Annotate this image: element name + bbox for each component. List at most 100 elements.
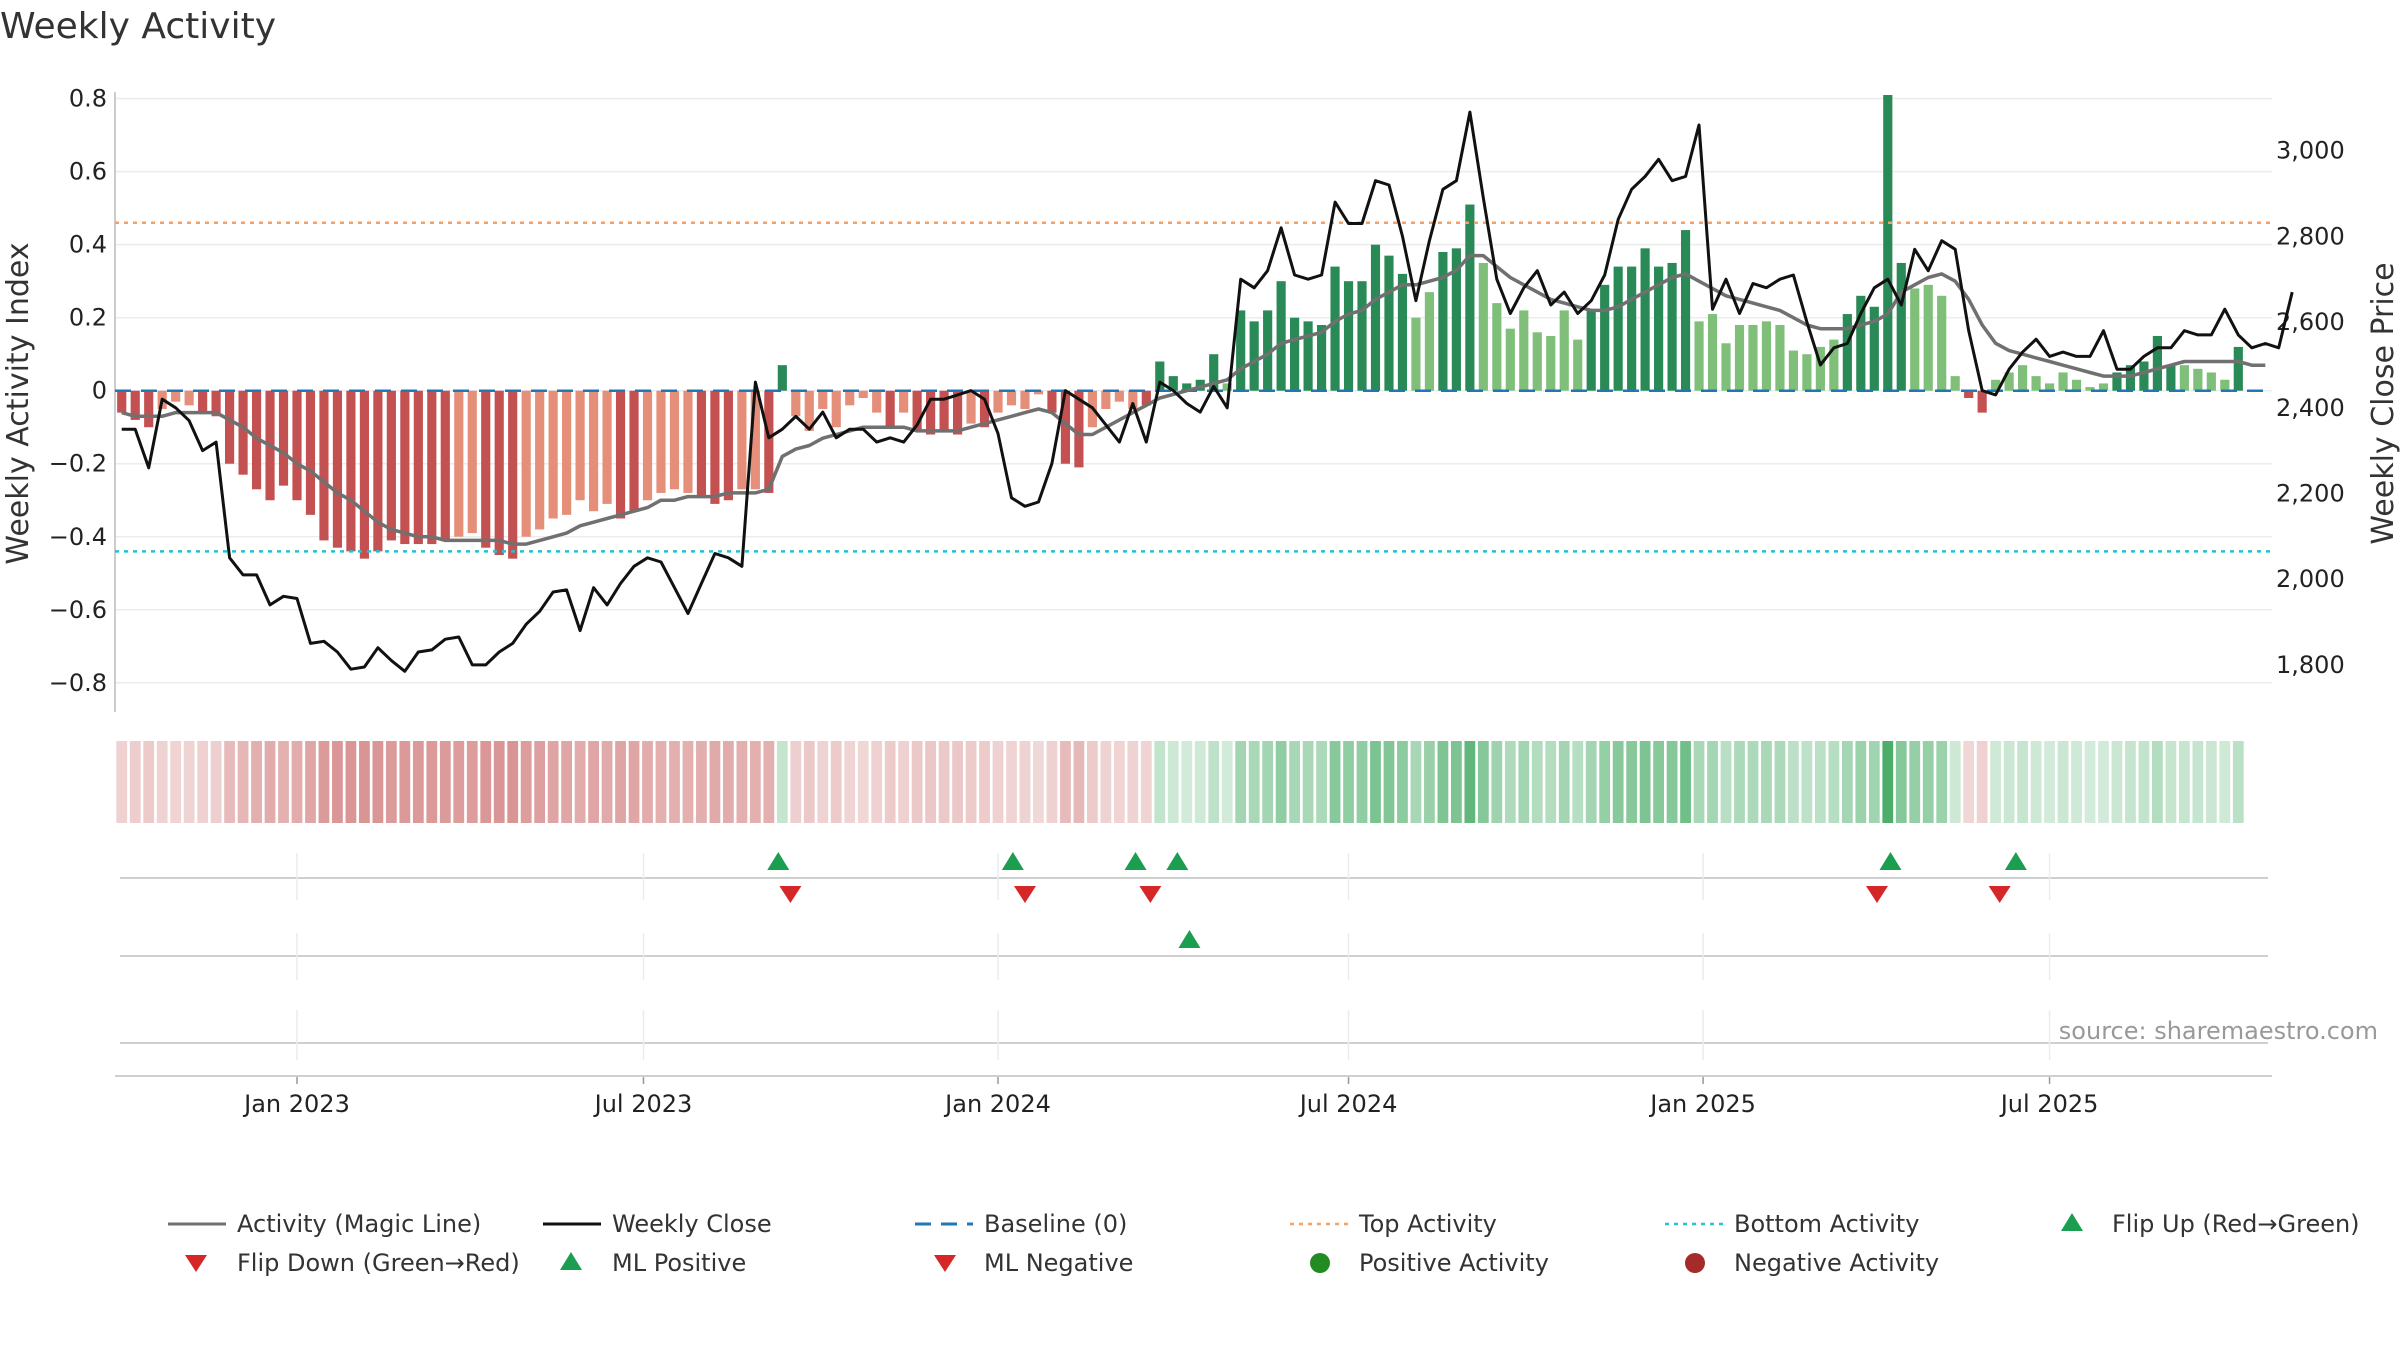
activity-bar [1977, 390, 1987, 413]
heat-strip-cell [2152, 741, 2163, 823]
activity-bar [1573, 339, 1583, 391]
heat-strip-cell [642, 741, 653, 823]
heat-strip-cell [615, 741, 626, 823]
activity-bar [400, 390, 410, 545]
heat-strip-cell [129, 741, 141, 823]
activity-bar [1209, 354, 1219, 391]
heat-strip-cell [1370, 741, 1381, 823]
activity-bar [1357, 281, 1367, 391]
heat-strip-cell [803, 741, 815, 823]
heat-strip-cell [1154, 741, 1166, 823]
heat-strip-cell [305, 741, 316, 823]
activity-bar [2085, 387, 2095, 391]
heat-strip-cell [318, 741, 330, 823]
activity-bar [2179, 365, 2189, 391]
legend-label: Baseline (0) [984, 1210, 1127, 1238]
activity-bar [1775, 325, 1785, 391]
heat-strip-cell [251, 741, 262, 823]
activity-bar [292, 390, 302, 501]
heat-strip-cell [2111, 741, 2123, 823]
heat-strip-cell [965, 741, 977, 823]
activity-bar [346, 390, 356, 552]
heat-strip-cell [2165, 741, 2177, 823]
heat-strip-cell [1100, 741, 1112, 823]
x-tick-label: Jul 2023 [593, 1090, 693, 1118]
activity-bar [804, 390, 814, 431]
heat-strip-cell [1720, 741, 1732, 823]
heat-strip-cell [655, 741, 667, 823]
heat-strip-cell [170, 741, 182, 823]
source-label: source: sharemaestro.com [2059, 1017, 2378, 1045]
activity-bar [1330, 266, 1340, 391]
heat-strip-cell [1734, 741, 1745, 823]
flip-up-marker [1124, 852, 1147, 870]
activity-bar [885, 390, 895, 428]
heat-strip-cell [453, 741, 465, 823]
activity-bar [1411, 317, 1421, 391]
heat-strip-cell [1976, 741, 1988, 823]
activity-bar [1694, 321, 1704, 391]
heat-strip-cell [682, 741, 694, 823]
flip-up-marker [1166, 852, 1189, 870]
heat-strip-cell [1868, 741, 1880, 823]
activity-bar [1950, 376, 1960, 391]
y2-tick-label: 2,800 [2276, 222, 2345, 250]
legend-swatch-negative [1685, 1253, 1705, 1273]
heat-strip-cell [1140, 741, 1152, 823]
heat-strip-cell [696, 741, 707, 823]
flip-down-marker [1013, 886, 1036, 903]
heat-strip-cell [1801, 741, 1813, 823]
y-tick-label: −0.8 [49, 669, 107, 697]
flip-up-marker [2004, 852, 2027, 870]
heat-strip-cell [1599, 741, 1611, 823]
heat-strip-cell [1410, 741, 1422, 823]
activity-bar [2071, 379, 2082, 391]
heat-strip-cell [723, 741, 734, 823]
heat-strip-cell [2178, 741, 2190, 823]
activity-bar [454, 390, 464, 537]
heat-strip-cell [884, 741, 896, 823]
heat-strip-cell [790, 741, 802, 823]
activity-bar [872, 390, 882, 413]
activity-bar [2152, 335, 2162, 391]
heat-strip-cell [1248, 741, 1260, 823]
heat-strip-cell [278, 741, 289, 823]
heat-strip-cell [1437, 741, 1449, 823]
activity-bar [2220, 379, 2230, 391]
activity-bar [305, 390, 316, 515]
activity-bar [1734, 325, 1745, 391]
legend-swatch-positive [1310, 1253, 1330, 1273]
activity-bar [1937, 295, 1947, 391]
legend-label: Negative Activity [1734, 1249, 1939, 1277]
heat-strip-cell [736, 741, 748, 823]
heat-strip-cell [2098, 741, 2109, 823]
heat-strip-cell [183, 741, 195, 823]
activity-bar [225, 390, 235, 464]
legend-label: Flip Up (Red→Green) [2112, 1210, 2360, 1238]
heat-strip-cell [1909, 741, 1921, 823]
legend-label: Top Activity [1358, 1210, 1497, 1238]
legend-label: Flip Down (Green→Red) [237, 1249, 520, 1277]
activity-bar [1654, 266, 1664, 391]
activity-bar [117, 390, 127, 413]
activity-bar [1033, 390, 1044, 395]
heat-strip-cell [1855, 741, 1867, 823]
heat-strip-cell [776, 741, 788, 823]
activity-bar [1519, 310, 1529, 391]
y-tick-label: −0.4 [49, 523, 107, 551]
heat-strip-cell [1612, 741, 1624, 823]
activity-bar [683, 390, 693, 493]
heat-strip-cell [749, 741, 761, 823]
activity-bar [939, 390, 949, 431]
activity-bar [737, 390, 747, 490]
heat-strip-cell [2044, 741, 2055, 823]
activity-bar [1465, 204, 1475, 391]
heat-strip-cell [1167, 741, 1179, 823]
activity-bar [440, 390, 450, 541]
activity-bar [1842, 314, 1852, 391]
activity-bar [2098, 383, 2109, 391]
heat-strip-cell [1208, 741, 1220, 823]
heat-strip-cell [480, 741, 492, 823]
